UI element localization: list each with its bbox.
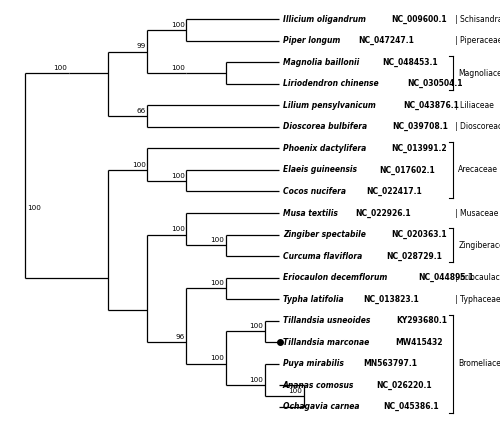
Text: Zingiber spectabile: Zingiber spectabile — [283, 230, 368, 239]
Text: 99: 99 — [136, 43, 145, 49]
Text: NC_043876.1: NC_043876.1 — [404, 101, 460, 110]
Text: NC_047247.1: NC_047247.1 — [358, 36, 414, 46]
Text: Bromeliaceae: Bromeliaceae — [458, 359, 500, 368]
Text: NC_022926.1: NC_022926.1 — [356, 208, 411, 218]
Text: 100: 100 — [171, 173, 185, 178]
Text: Eriocaulon decemflorum: Eriocaulon decemflorum — [283, 273, 390, 282]
Text: NC_044895.1: NC_044895.1 — [418, 273, 474, 282]
Text: NC_009600.1: NC_009600.1 — [391, 15, 446, 24]
Text: | Dioscoreaceae: | Dioscoreaceae — [455, 122, 500, 132]
Text: NC_039708.1: NC_039708.1 — [392, 122, 448, 132]
Text: 100: 100 — [250, 323, 263, 329]
Text: 100: 100 — [171, 22, 185, 28]
Text: Tillandsia marconae: Tillandsia marconae — [283, 338, 372, 347]
Text: 100: 100 — [210, 237, 224, 243]
Text: | Liliaceae: | Liliaceae — [455, 101, 494, 110]
Text: 100: 100 — [171, 65, 185, 71]
Text: MW415432: MW415432 — [395, 338, 442, 347]
Text: Musa textilis: Musa textilis — [283, 208, 341, 218]
Text: Ananas comosus: Ananas comosus — [283, 381, 357, 390]
Text: Puya mirabilis: Puya mirabilis — [283, 359, 346, 368]
Text: NC_013991.2: NC_013991.2 — [392, 144, 447, 153]
Text: | Schisandraceae: | Schisandraceae — [455, 15, 500, 24]
Text: Curcuma flaviflora: Curcuma flaviflora — [283, 251, 364, 261]
Text: MN563797.1: MN563797.1 — [363, 359, 417, 368]
Text: NC_026220.1: NC_026220.1 — [376, 380, 432, 390]
Text: 100: 100 — [250, 377, 263, 383]
Text: Tillandsia usneoides: Tillandsia usneoides — [283, 316, 373, 325]
Text: KY293680.1: KY293680.1 — [396, 316, 448, 325]
Text: 66: 66 — [136, 108, 145, 114]
Text: Lilium pensylvanicum: Lilium pensylvanicum — [283, 101, 378, 110]
Text: | Typhaceae: | Typhaceae — [455, 294, 500, 304]
Text: 100: 100 — [210, 355, 224, 362]
Text: Dioscorea bulbifera: Dioscorea bulbifera — [283, 122, 370, 132]
Text: Ochagavia carnea: Ochagavia carnea — [283, 402, 362, 411]
Text: 100: 100 — [27, 205, 41, 211]
Text: | Musaceae: | Musaceae — [455, 208, 498, 218]
Text: Cocos nucifera: Cocos nucifera — [283, 187, 348, 196]
Text: NC_045386.1: NC_045386.1 — [383, 402, 438, 411]
Text: 100: 100 — [288, 388, 302, 394]
Text: Typha latifolia: Typha latifolia — [283, 294, 346, 304]
Text: NC_048453.1: NC_048453.1 — [382, 58, 438, 67]
Text: NC_017602.1: NC_017602.1 — [380, 165, 436, 175]
Text: Piper longum: Piper longum — [283, 36, 343, 45]
Text: NC_028729.1: NC_028729.1 — [386, 251, 442, 261]
Text: NC_030504.1: NC_030504.1 — [407, 79, 463, 89]
Text: 96: 96 — [176, 334, 185, 340]
Text: Phoenix dactylifera: Phoenix dactylifera — [283, 144, 368, 153]
Text: Arecaceae: Arecaceae — [458, 165, 498, 175]
Text: 100: 100 — [54, 65, 67, 71]
Text: 100: 100 — [132, 162, 145, 168]
Text: NC_013823.1: NC_013823.1 — [363, 294, 418, 304]
Text: NC_020363.1: NC_020363.1 — [391, 230, 446, 239]
Text: | Eriocaulaceae: | Eriocaulaceae — [455, 273, 500, 282]
Text: Zingiberaceae: Zingiberaceae — [458, 241, 500, 250]
Text: Magnolia baillonii: Magnolia baillonii — [283, 58, 362, 67]
Text: Magnoliaceae: Magnoliaceae — [458, 69, 500, 78]
Text: NC_022417.1: NC_022417.1 — [366, 187, 422, 196]
Text: Liriodendron chinense: Liriodendron chinense — [283, 79, 381, 88]
Text: Elaeis guineensis: Elaeis guineensis — [283, 165, 360, 175]
Text: 100: 100 — [171, 226, 185, 232]
Text: 100: 100 — [210, 280, 224, 286]
Text: | Piperaceae: | Piperaceae — [455, 36, 500, 45]
Text: Illicium oligandrum: Illicium oligandrum — [283, 15, 368, 24]
